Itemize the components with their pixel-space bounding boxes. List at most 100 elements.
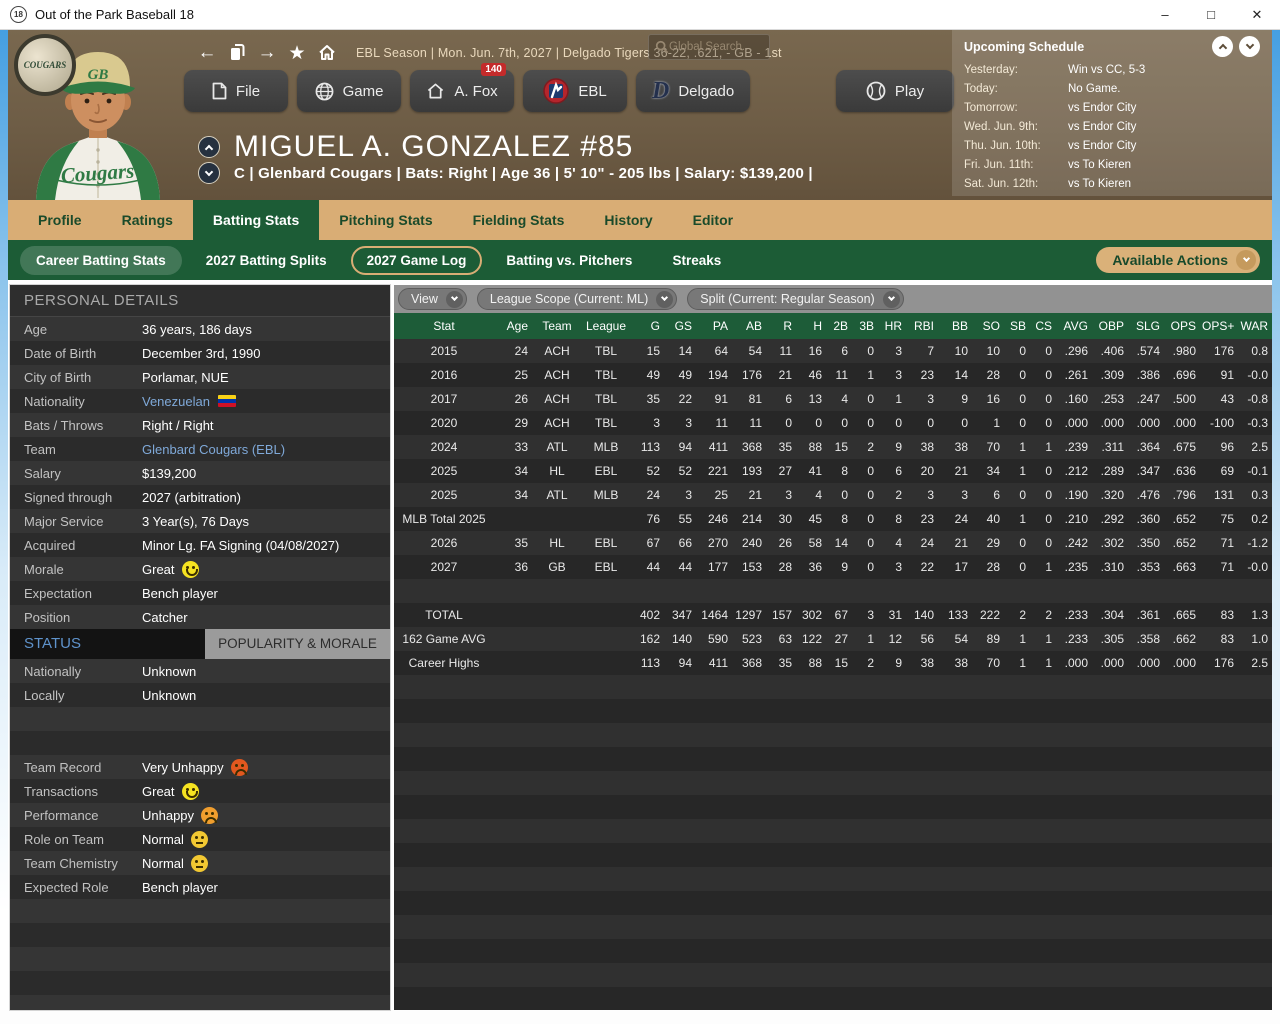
column-header-r[interactable]: R [768,313,798,339]
stat-cell [494,579,534,603]
stat-cell: 140 [671,632,692,646]
schedule-row: Today: No Game. [964,79,1260,98]
subtab-batting-vs-pitchers[interactable]: Batting vs. Pitchers [506,252,633,268]
maximize-button[interactable]: □ [1207,7,1215,22]
column-header-so[interactable]: SO [974,313,1006,339]
league-scope-dropdown[interactable]: League Scope (Current: ML) [476,288,678,310]
stat-cell: 411 [708,656,728,670]
stat-cell: HL [549,536,565,550]
stat-cell [1166,915,1202,939]
stat-cell: 2.5 [1251,656,1268,670]
column-header-3b[interactable]: 3B [854,313,880,339]
column-header-obp[interactable]: OBP [1094,313,1130,339]
tab-ratings[interactable]: Ratings [121,212,173,228]
stat-cell [632,579,666,603]
global-search-box[interactable] [648,34,770,60]
tab-profile[interactable]: Profile [38,212,82,228]
stat-cell [632,939,666,963]
stat-cell [698,795,734,819]
close-button[interactable]: ✕ [1251,6,1263,22]
available-actions-button[interactable]: Available Actions [1096,247,1260,273]
column-header-h[interactable]: H [798,313,828,339]
stat-cell [580,819,632,843]
stat-cell: .233 [1064,632,1088,646]
column-header-sb[interactable]: SB [1006,313,1032,339]
split-dropdown[interactable]: Split (Current: Regular Season) [687,288,904,310]
column-header-war[interactable]: WAR [1240,313,1272,339]
empty-row [394,963,1272,987]
tab-batting-stats[interactable]: Batting Stats [192,200,320,240]
subtab-2027-batting-splits[interactable]: 2027 Batting Splits [205,252,327,268]
column-header-rbi[interactable]: RBI [908,313,940,339]
stat-cell [534,891,580,915]
stat-cell [828,795,854,819]
column-header-ops[interactable]: OPS+ [1202,313,1240,339]
stat-cell: 21 [748,488,762,502]
menu-game-button[interactable]: Game [297,70,401,112]
schedule-row: Wed. Jun. 9th: vs Endor City [964,117,1260,136]
column-header-avg[interactable]: AVG [1058,313,1094,339]
column-header-hr[interactable]: HR [880,313,908,339]
next-player-button[interactable] [198,162,220,184]
stat-cell: 1 [867,632,874,646]
view-dropdown[interactable]: View [398,288,467,310]
tab-pitching-stats[interactable]: Pitching Stats [339,212,433,228]
detail-link[interactable]: Venezuelan [142,393,210,409]
prev-player-button[interactable] [198,136,220,158]
stat-cell: HL [549,464,565,478]
favorites-star-icon[interactable]: ★ [288,42,306,64]
forward-icon[interactable]: → [257,42,277,63]
stat-cell [698,675,734,699]
stat-cell: 0 [867,488,874,502]
copy-pages-icon[interactable] [222,42,252,64]
stat-cell [1006,819,1032,843]
menu-league-button[interactable]: EBL [523,70,627,112]
menu-play-button[interactable]: Play [836,70,954,112]
column-header-g[interactable]: G [632,313,666,339]
subtab-2027-game-log[interactable]: 2027 Game Log [350,245,483,275]
stat-cell [768,675,798,699]
subtab-career-batting-stats[interactable]: Career Batting Stats [20,245,182,275]
stat-cell: .652 [1172,536,1196,550]
stat-cell: .500 [1172,392,1196,406]
column-header-slg[interactable]: SLG [1130,313,1166,339]
menu-file-button[interactable]: File [184,70,288,112]
minimize-button[interactable]: – [1161,7,1169,22]
home-icon[interactable] [312,42,342,64]
column-header-gs[interactable]: GS [666,313,698,339]
column-header-pa[interactable]: PA [698,313,734,339]
column-header-bb[interactable]: BB [940,313,974,339]
column-header-team[interactable]: Team [534,313,580,339]
tab-editor[interactable]: Editor [692,212,734,228]
detail-link[interactable]: Glenbard Cougars (EBL) [142,441,286,457]
stat-cell: 28 [986,368,1000,382]
stat-cell [974,963,1006,987]
column-header-stat[interactable]: Stat [394,313,494,339]
search-input[interactable] [669,41,761,53]
stat-cell [580,699,632,723]
back-icon[interactable]: ← [197,42,217,63]
subtab-streaks[interactable]: Streaks [672,252,722,268]
stat-cell [1058,795,1094,819]
column-header-ops[interactable]: OPS [1166,313,1202,339]
schedule-scroll-down-button[interactable] [1239,36,1260,57]
column-header-2b[interactable]: 2B [828,313,854,339]
stat-cell: 0 [867,392,874,406]
column-header-cs[interactable]: CS [1032,313,1058,339]
stat-cell [1006,939,1032,963]
column-header-age[interactable]: Age [494,313,534,339]
schedule-scroll-up-button[interactable] [1212,36,1233,57]
stat-cell: 29 [986,536,1000,550]
tab-popularity-morale[interactable]: POPULARITY & MORALE [205,629,390,659]
stat-cell: 10 [986,344,1000,358]
tab-status[interactable]: STATUS [10,629,205,659]
stat-cell [1058,675,1094,699]
menu-team-button[interactable]: D Delgado [636,70,751,112]
column-header-league[interactable]: League [580,313,632,339]
tab-fielding-stats[interactable]: Fielding Stats [472,212,565,228]
stat-cell [1166,939,1202,963]
menu-manager-button[interactable]: A. Fox 140 [410,63,514,112]
stat-cell [880,843,908,867]
tab-history[interactable]: History [604,212,653,228]
column-header-ab[interactable]: AB [734,313,768,339]
